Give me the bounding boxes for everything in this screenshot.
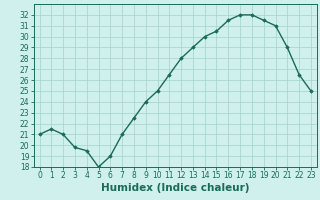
X-axis label: Humidex (Indice chaleur): Humidex (Indice chaleur) bbox=[101, 183, 250, 193]
